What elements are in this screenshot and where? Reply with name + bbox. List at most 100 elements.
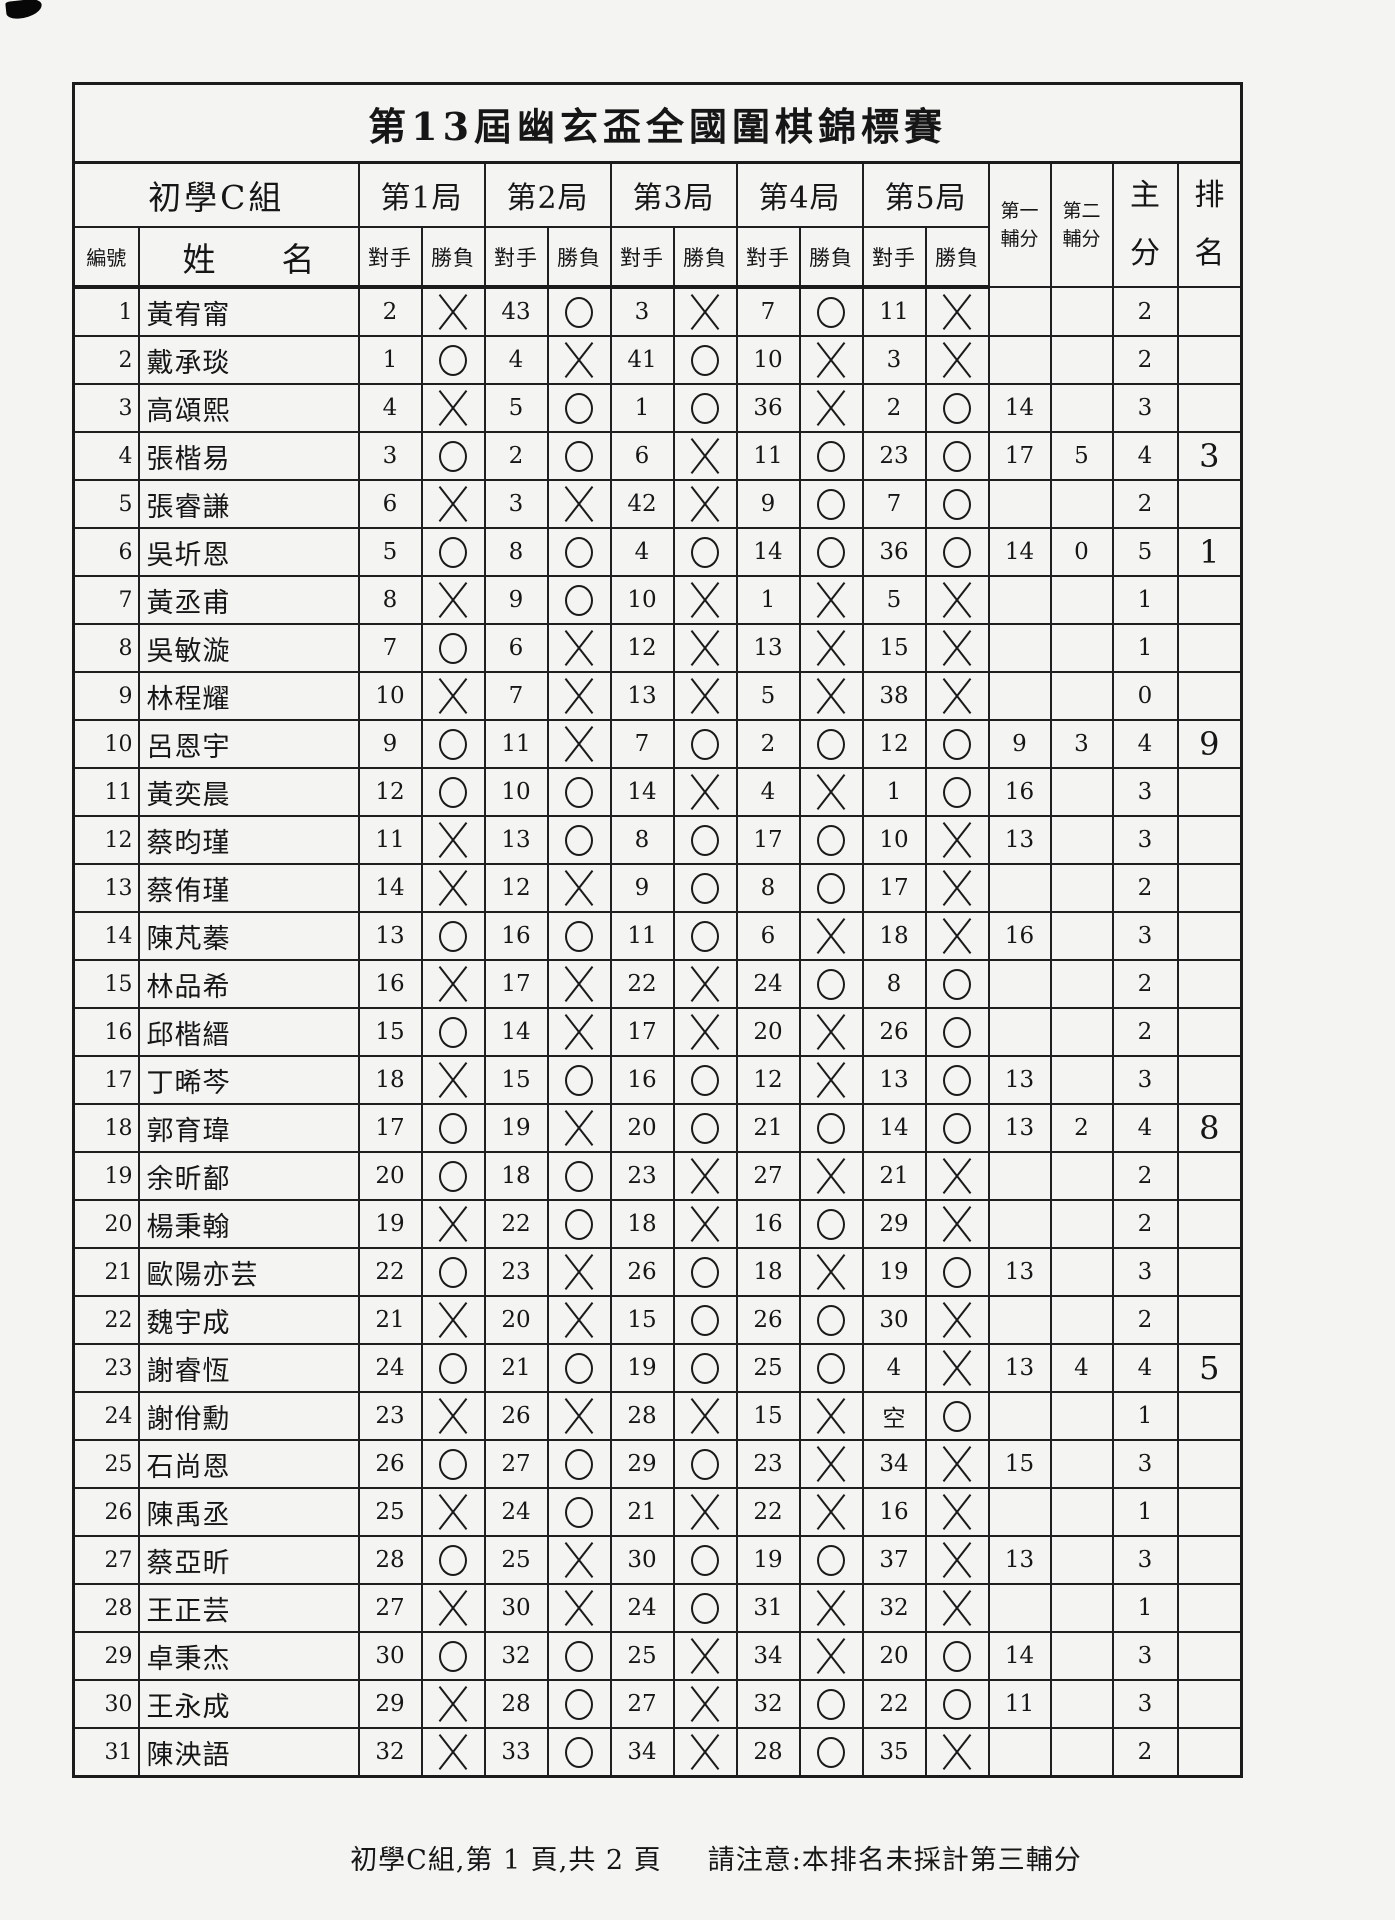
- loss-x-mark: [942, 1302, 972, 1338]
- game-result: [546, 575, 612, 625]
- main-score-value: 1: [1111, 1487, 1179, 1537]
- rank-value: [1176, 575, 1243, 625]
- loss-x-mark: [438, 1494, 468, 1530]
- opponent-number: 13: [735, 623, 801, 673]
- main-score-value: 5: [1111, 527, 1179, 577]
- main-score-value: 3: [1111, 1439, 1179, 1489]
- win-circle-mark: [439, 536, 467, 568]
- result-header: 勝負: [924, 226, 990, 289]
- opponent-number: 5: [735, 671, 801, 721]
- win-circle-mark: [817, 872, 845, 904]
- opponent-number: 22: [357, 1247, 423, 1297]
- opponent-number: 1: [735, 575, 801, 625]
- loss-x-mark: [564, 1590, 594, 1626]
- loss-x-mark: [438, 1590, 468, 1626]
- loss-x-mark: [438, 1734, 468, 1770]
- player-number: 21: [72, 1247, 140, 1297]
- rank-value: [1176, 479, 1243, 529]
- loss-x-mark: [690, 486, 720, 522]
- opponent-number: 36: [735, 383, 801, 433]
- game-result: [420, 863, 486, 913]
- win-circle-mark: [565, 1736, 593, 1768]
- opponent-number: 8: [609, 815, 675, 865]
- opponent-number: 11: [861, 286, 927, 337]
- game-result: [420, 623, 486, 673]
- opponent-number: 12: [861, 719, 927, 769]
- main-score-value: 2: [1111, 1727, 1179, 1778]
- game-result: [420, 1151, 486, 1201]
- win-circle-mark: [439, 776, 467, 808]
- opponent-number: 20: [483, 1295, 549, 1345]
- player-number: 27: [72, 1535, 140, 1585]
- main-score-value: 3: [1111, 911, 1179, 961]
- game-result: [672, 1247, 738, 1297]
- player-name: 高頌熙: [137, 383, 360, 433]
- player-name: 陳芃蓁: [137, 911, 360, 961]
- tiebreak1-value: [987, 1487, 1052, 1537]
- game-result: [798, 815, 864, 865]
- tiebreak1-value: [987, 575, 1052, 625]
- opponent-number: 30: [861, 1295, 927, 1345]
- footer: 初學C組,第 1 頁,共 2 頁 請注意:本排名未採計第三輔分: [72, 1838, 1240, 1877]
- player-row: 5 張睿謙 6 3 42 9 7 2: [72, 479, 1243, 529]
- opponent-header: 對手: [735, 226, 801, 289]
- tiebreak1-value: 14: [987, 527, 1052, 577]
- loss-x-mark: [690, 1398, 720, 1434]
- opponent-number: 7: [861, 479, 927, 529]
- player-name: 呂恩宇: [137, 719, 360, 769]
- main-score-value: 0: [1111, 671, 1179, 721]
- win-circle-mark: [691, 728, 719, 760]
- game-result: [798, 383, 864, 433]
- game-result: [798, 623, 864, 673]
- rank-value: [1176, 1727, 1243, 1778]
- opponent-number: 26: [735, 1295, 801, 1345]
- loss-x-mark: [438, 1686, 468, 1722]
- opponent-number: 12: [357, 767, 423, 817]
- win-circle-mark: [817, 536, 845, 568]
- win-circle-mark: [943, 1064, 971, 1096]
- opponent-number: 5: [357, 527, 423, 577]
- opponent-number: 38: [861, 671, 927, 721]
- rank-value: [1176, 911, 1243, 961]
- opponent-number: 15: [609, 1295, 675, 1345]
- game-result: [798, 527, 864, 577]
- opponent-number: 2: [861, 383, 927, 433]
- name-header: 姓 名: [137, 226, 360, 289]
- loss-x-mark: [564, 1542, 594, 1578]
- opponent-number: 26: [609, 1247, 675, 1297]
- opponent-number: 14: [735, 527, 801, 577]
- loss-x-mark: [816, 390, 846, 426]
- opponent-number: 4: [861, 1343, 927, 1393]
- tiebreak1-value: 17: [987, 431, 1052, 481]
- tiebreak1-value: 9: [987, 719, 1052, 769]
- player-number: 18: [72, 1103, 140, 1153]
- game-result: [924, 1055, 990, 1105]
- game-result: [546, 623, 612, 673]
- game-result: [420, 431, 486, 481]
- rank-value: [1176, 767, 1243, 817]
- game-result: [924, 479, 990, 529]
- tiebreak1-value: 13: [987, 1103, 1052, 1153]
- rank-value: [1176, 335, 1243, 385]
- loss-x-mark: [942, 918, 972, 954]
- win-circle-mark: [439, 1160, 467, 1192]
- tiebreak2-value: [1049, 1487, 1114, 1537]
- tiebreak2-value: [1049, 1631, 1114, 1681]
- rank-value: [1176, 623, 1243, 673]
- opponent-number: 27: [609, 1679, 675, 1729]
- opponent-number: 12: [483, 863, 549, 913]
- opponent-number: 15: [357, 1007, 423, 1057]
- loss-x-mark: [438, 1206, 468, 1242]
- tiebreak1-value: [987, 286, 1052, 337]
- tiebreak2-value: [1049, 1391, 1114, 1441]
- win-circle-mark: [817, 1208, 845, 1240]
- win-circle-mark: [565, 1496, 593, 1528]
- tiebreak2-value: [1049, 959, 1114, 1009]
- tiebreak1-value: 13: [987, 815, 1052, 865]
- game-result: [546, 1679, 612, 1729]
- rank-value: 5: [1176, 1343, 1243, 1393]
- win-circle-mark: [691, 1544, 719, 1576]
- player-row: 15 林品希 16 17 22 24 8 2: [72, 959, 1243, 1009]
- opponent-number: 28: [735, 1727, 801, 1778]
- game-result: [672, 1151, 738, 1201]
